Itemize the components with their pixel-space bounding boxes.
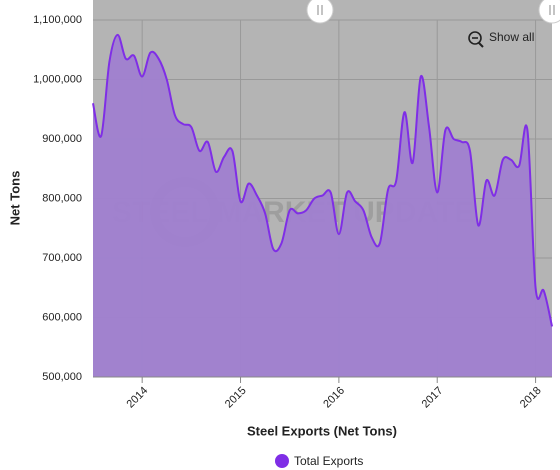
y-tick-label: 500,000 [42, 371, 82, 383]
legend-label: Total Exports [294, 454, 363, 468]
x-axis-title: Steel Exports (Net Tons) [247, 423, 397, 438]
y-tick-label: 1,100,000 [33, 14, 82, 26]
area [93, 34, 552, 377]
y-tick-label: 800,000 [42, 192, 82, 204]
button-label[interactable]: Show all [489, 30, 534, 44]
x-tick-label: 2015 [223, 385, 249, 411]
y-tick-label: 1,000,000 [33, 73, 82, 85]
line [92, 33, 553, 327]
y-tick-label: 700,000 [42, 252, 82, 264]
y-axis-title: Net Tons [7, 171, 22, 226]
navigator-handle[interactable] [306, 0, 334, 24]
y-tick-label: 600,000 [42, 311, 82, 323]
show-all-button[interactable]: Show all [468, 30, 534, 48]
y-tick-label: 900,000 [42, 133, 82, 145]
x-tick-label: 2014 [125, 385, 151, 411]
x-tick-label: 2016 [321, 385, 347, 411]
x-tick-label: 2017 [420, 385, 446, 411]
legend-swatch [275, 454, 289, 468]
navigator-handle[interactable] [538, 0, 560, 24]
x-tick-label: 2018 [518, 385, 544, 411]
